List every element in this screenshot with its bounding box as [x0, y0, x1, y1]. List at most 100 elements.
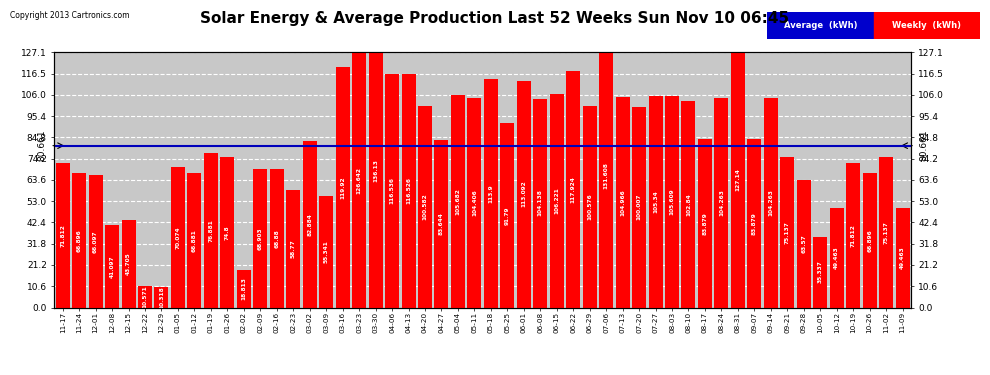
Text: 66.097: 66.097	[93, 230, 98, 252]
Text: 63.57: 63.57	[801, 234, 806, 253]
Text: 104.966: 104.966	[620, 189, 625, 216]
Text: 104.263: 104.263	[719, 189, 724, 216]
Text: 71.812: 71.812	[60, 224, 65, 247]
Bar	[187, 173, 201, 308]
Text: 10.318: 10.318	[159, 286, 164, 309]
Bar	[253, 169, 267, 308]
Bar	[566, 71, 580, 308]
Text: 105.34: 105.34	[653, 190, 658, 213]
Text: Solar Energy & Average Production Last 52 Weeks Sun Nov 10 06:45: Solar Energy & Average Production Last 5…	[200, 11, 790, 26]
Bar	[731, 53, 744, 308]
Text: 68.88: 68.88	[274, 229, 279, 248]
Text: Average  (kWh): Average (kWh)	[784, 21, 857, 30]
Bar	[336, 67, 349, 308]
Bar	[269, 169, 284, 308]
Text: 105.609: 105.609	[669, 188, 674, 215]
Bar	[303, 141, 317, 308]
Text: 104.406: 104.406	[472, 189, 477, 216]
Text: 41.097: 41.097	[110, 255, 115, 278]
Text: 68.903: 68.903	[257, 227, 262, 250]
Text: 71.812: 71.812	[850, 224, 855, 247]
Bar	[681, 101, 696, 308]
Text: 119.92: 119.92	[341, 176, 346, 198]
Text: 104.138: 104.138	[538, 190, 543, 216]
Text: 66.881: 66.881	[192, 229, 197, 252]
Bar	[450, 96, 465, 308]
Text: 18.813: 18.813	[242, 277, 247, 300]
Bar	[72, 173, 86, 308]
Bar	[89, 175, 103, 308]
Bar	[715, 98, 729, 308]
Text: 127.14: 127.14	[736, 168, 741, 191]
Text: 113.9: 113.9	[488, 184, 493, 203]
Text: 66.896: 66.896	[76, 229, 81, 252]
Text: 136.13: 136.13	[373, 159, 378, 182]
Text: 83.644: 83.644	[439, 212, 444, 235]
Bar	[154, 287, 168, 308]
Text: Weekly  (kWh): Weekly (kWh)	[892, 21, 961, 30]
Text: 70.074: 70.074	[175, 226, 180, 249]
Bar	[767, 12, 873, 39]
Bar	[632, 107, 646, 307]
Text: 55.341: 55.341	[324, 240, 329, 263]
Text: 66.896: 66.896	[867, 229, 872, 252]
Bar	[747, 139, 761, 308]
Bar	[813, 237, 828, 308]
Text: 75.137: 75.137	[884, 221, 889, 244]
Text: 113.092: 113.092	[522, 181, 527, 207]
Text: 91.79: 91.79	[505, 206, 510, 225]
Text: 75.137: 75.137	[785, 221, 790, 244]
Bar	[368, 34, 382, 308]
Bar	[55, 164, 69, 308]
Text: 58.77: 58.77	[291, 239, 296, 258]
Text: 116.536: 116.536	[389, 177, 395, 204]
Bar	[105, 225, 119, 308]
Bar	[484, 79, 498, 308]
Text: 105.682: 105.682	[455, 188, 460, 215]
Text: 10.571: 10.571	[143, 285, 148, 308]
Text: 43.705: 43.705	[126, 252, 131, 275]
Text: 116.526: 116.526	[406, 177, 411, 204]
Bar	[352, 53, 366, 307]
Bar	[385, 74, 399, 308]
Text: 126.642: 126.642	[356, 167, 361, 194]
Bar	[122, 220, 136, 308]
Bar	[780, 157, 794, 308]
Bar	[500, 123, 515, 308]
Bar	[830, 208, 843, 308]
Text: Copyright 2013 Cartronics.com: Copyright 2013 Cartronics.com	[10, 11, 130, 20]
Text: 35.337: 35.337	[818, 261, 823, 284]
Bar	[879, 157, 893, 308]
Bar	[467, 98, 481, 308]
Text: 83.879: 83.879	[751, 212, 756, 235]
Bar	[616, 97, 630, 308]
Text: 80.661: 80.661	[37, 130, 46, 162]
Text: 49.463: 49.463	[835, 246, 840, 269]
Text: 117.924: 117.924	[570, 176, 576, 203]
Text: 74.8: 74.8	[225, 225, 230, 240]
Bar	[171, 167, 185, 308]
Text: 106.221: 106.221	[554, 188, 559, 214]
Bar	[846, 164, 860, 308]
Bar	[418, 106, 432, 308]
Text: 102.84: 102.84	[686, 193, 691, 216]
Bar	[319, 196, 334, 308]
Text: 80.661: 80.661	[920, 130, 929, 162]
Bar	[648, 96, 662, 308]
Bar	[797, 180, 811, 308]
Bar	[402, 74, 416, 308]
Bar	[435, 140, 448, 308]
Bar	[583, 106, 597, 308]
Text: 100.576: 100.576	[587, 193, 592, 220]
Text: 76.881: 76.881	[209, 219, 214, 242]
Bar	[862, 173, 876, 308]
Bar	[221, 158, 235, 308]
Text: 49.463: 49.463	[900, 246, 905, 269]
Bar	[534, 99, 547, 308]
Text: 131.608: 131.608	[604, 162, 609, 189]
Bar	[764, 98, 778, 308]
Bar	[204, 153, 218, 308]
Text: 104.263: 104.263	[768, 189, 773, 216]
Text: 82.884: 82.884	[307, 213, 312, 236]
Bar	[665, 96, 679, 308]
